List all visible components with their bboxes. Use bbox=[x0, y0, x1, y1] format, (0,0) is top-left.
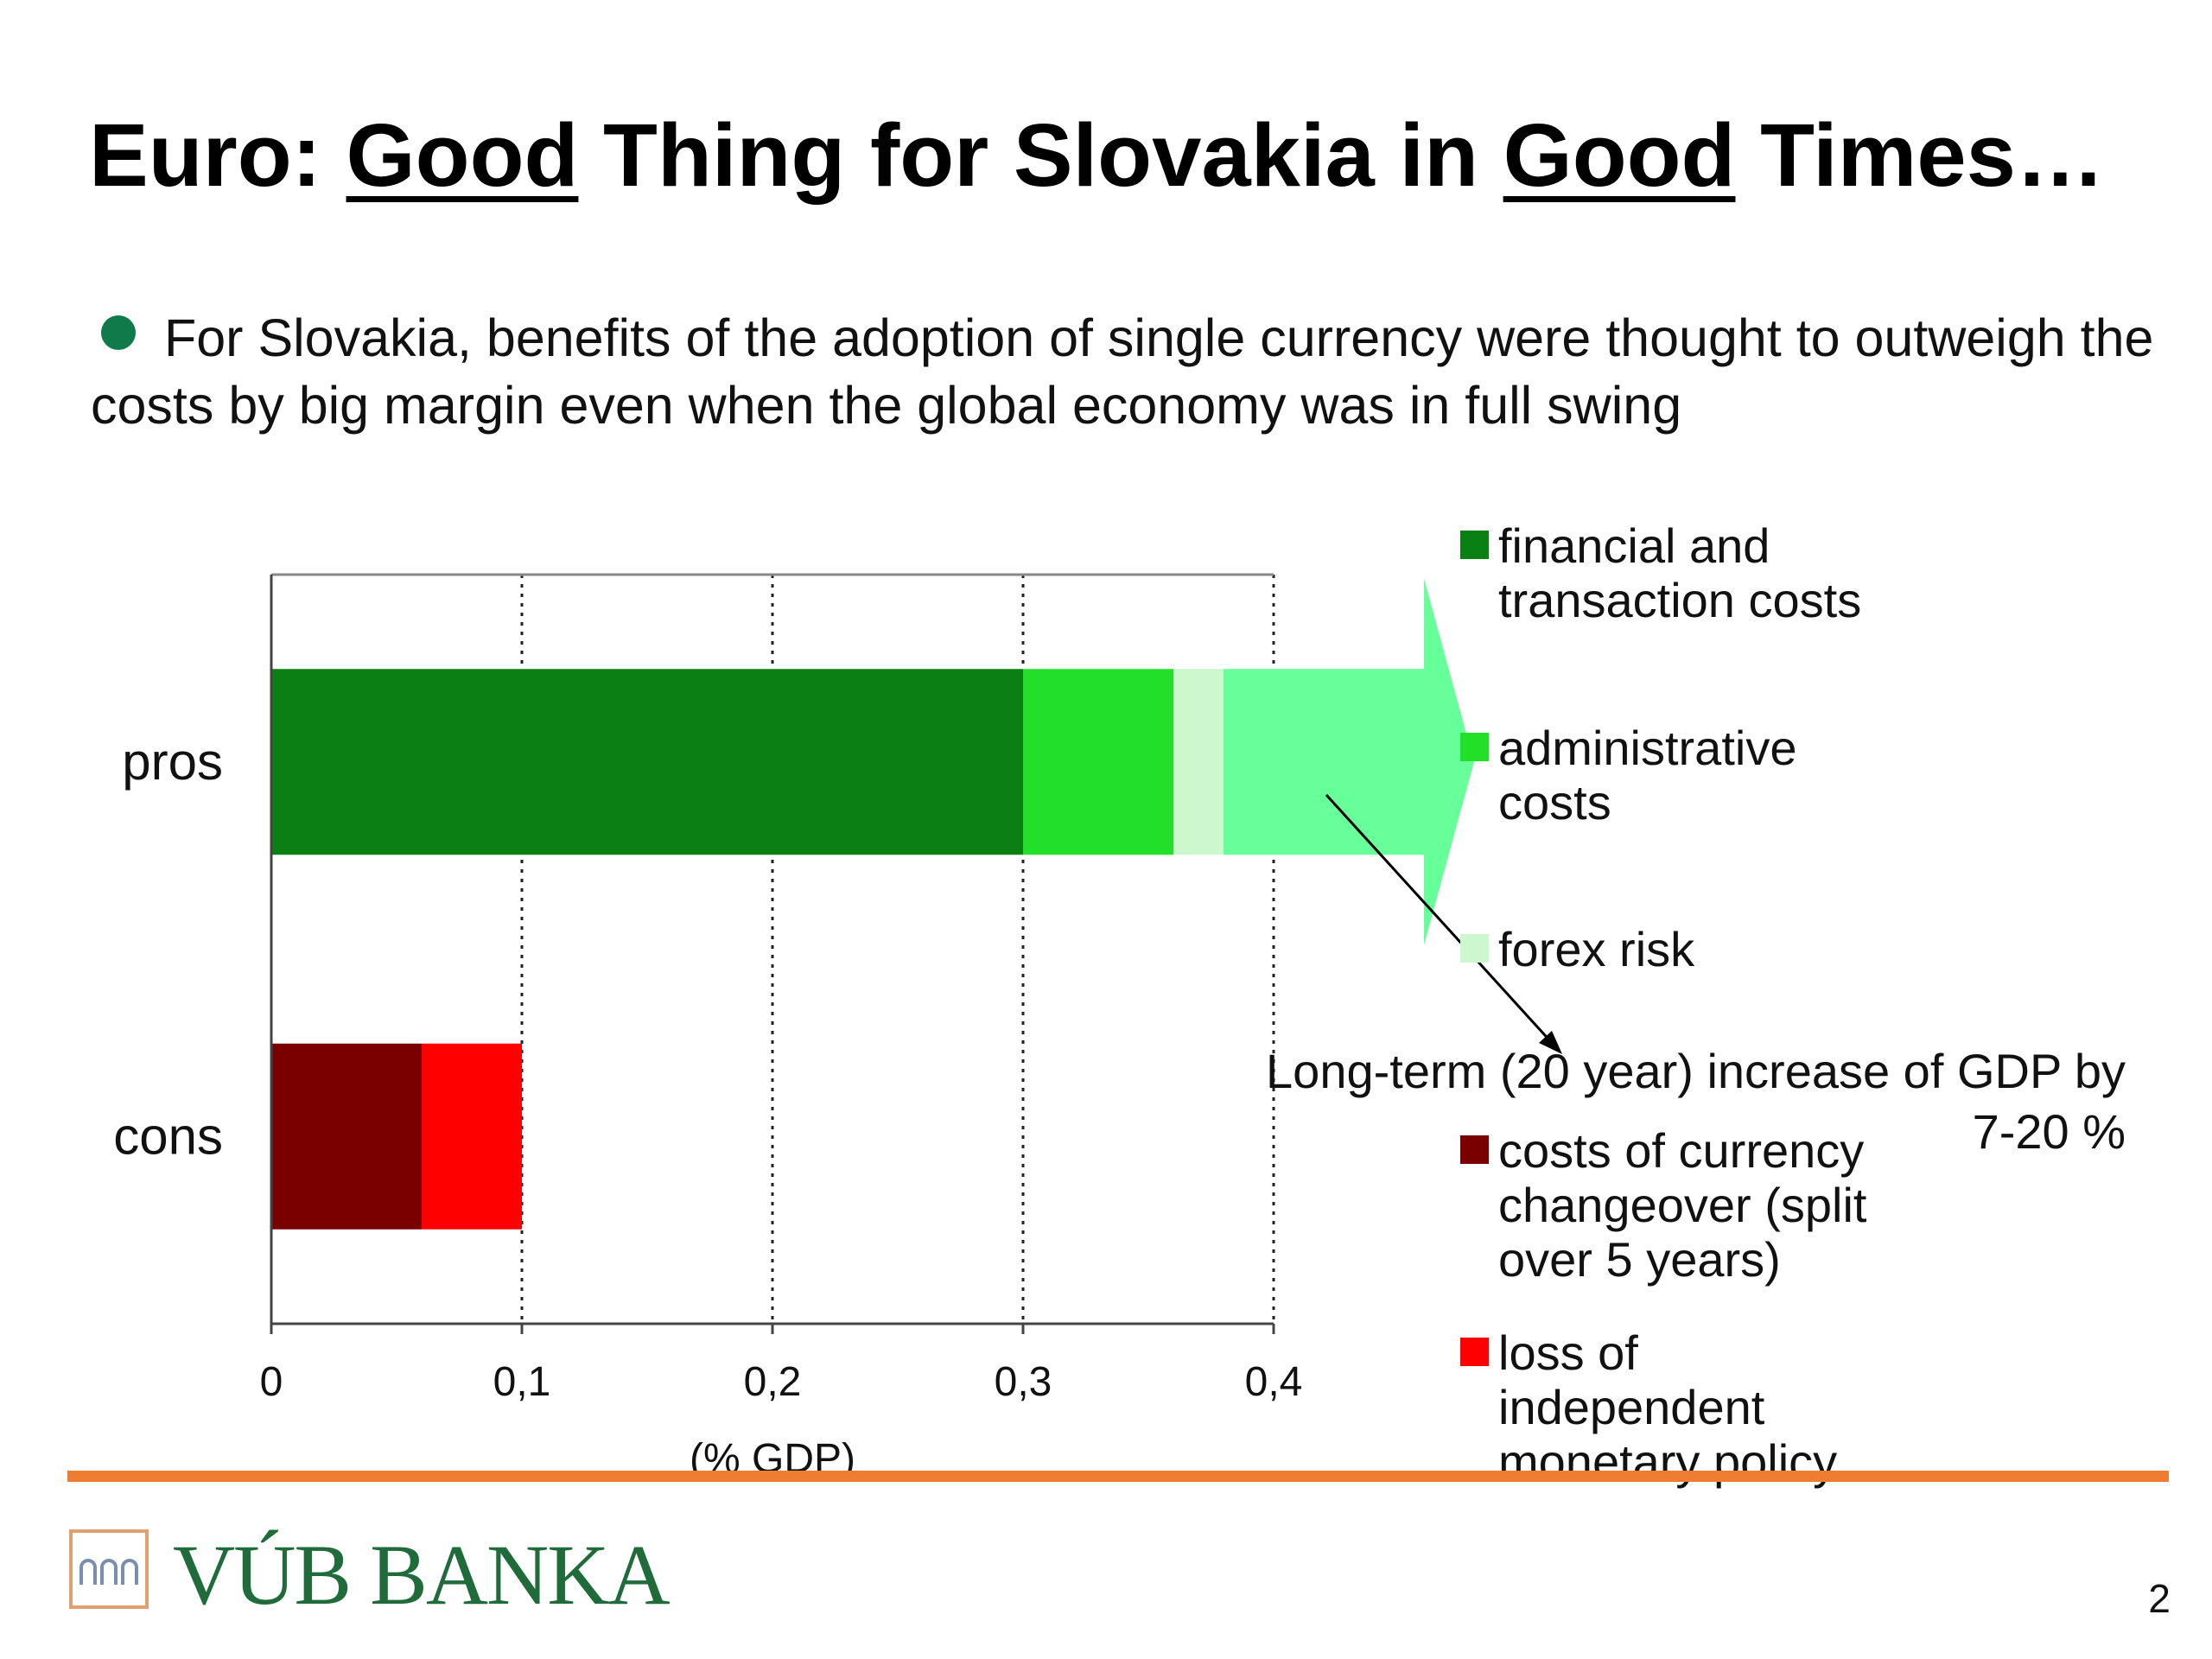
x-tick-label: 0 bbox=[260, 1359, 283, 1405]
category-label: pros bbox=[122, 733, 223, 791]
bar-segment bbox=[1023, 669, 1173, 855]
bar-segment bbox=[422, 1043, 522, 1230]
annotation-arrowhead bbox=[1539, 1031, 1562, 1054]
legend-label: costs of currency changeover (split over… bbox=[1498, 1123, 1867, 1287]
bullet-text: For Slovakia, benefits of the adoption o… bbox=[91, 308, 2154, 435]
category-label: cons bbox=[113, 1107, 223, 1165]
legend-swatch bbox=[1460, 1135, 1489, 1164]
page-number: 2 bbox=[2148, 1576, 2171, 1621]
x-tick-label: 0,2 bbox=[744, 1359, 802, 1405]
bank-logo-text: VÚB BANKA bbox=[173, 1527, 671, 1623]
legend-swatch bbox=[1460, 733, 1489, 761]
annotation-line: 7-20 % bbox=[1972, 1104, 2126, 1159]
growth-arrow bbox=[1224, 578, 1474, 946]
x-tick-label: 0,1 bbox=[493, 1359, 551, 1405]
bullet-icon bbox=[101, 315, 136, 350]
title-emphasis: Good bbox=[346, 105, 579, 205]
bar-segment bbox=[271, 1043, 422, 1230]
legend-label: administrative costs bbox=[1498, 721, 1797, 830]
bar-segment bbox=[271, 669, 1023, 855]
gdp-annotation: Long-term (20 year) increase of GDP by 7… bbox=[1244, 1041, 2126, 1162]
legend-label: forex risk bbox=[1498, 922, 1695, 976]
legend-label: loss of independent monetary policy bbox=[1498, 1325, 1838, 1489]
title-part: Thing for Slovakia in bbox=[578, 105, 1503, 205]
legend-label: financial and transaction costs bbox=[1498, 518, 1862, 627]
slide-title: Euro: Good Thing for Slovakia in Good Ti… bbox=[89, 99, 2105, 212]
legend-swatch bbox=[1460, 531, 1489, 559]
x-tick-label: 0,4 bbox=[1245, 1359, 1303, 1405]
x-tick-label: 0,3 bbox=[995, 1359, 1052, 1405]
bank-logo-icon bbox=[69, 1529, 149, 1609]
annotation-pointer bbox=[1325, 793, 1554, 1046]
annotation-line: Long-term (20 year) increase of GDP by bbox=[1266, 1044, 2126, 1098]
title-part: Times… bbox=[1735, 105, 2105, 205]
title-emphasis: Good bbox=[1503, 105, 1736, 205]
bar-segment bbox=[1173, 669, 1224, 855]
title-part: Euro: bbox=[89, 105, 346, 205]
legend-swatch bbox=[1460, 1338, 1489, 1366]
legend-swatch bbox=[1460, 934, 1489, 963]
footer-divider bbox=[67, 1471, 2169, 1482]
